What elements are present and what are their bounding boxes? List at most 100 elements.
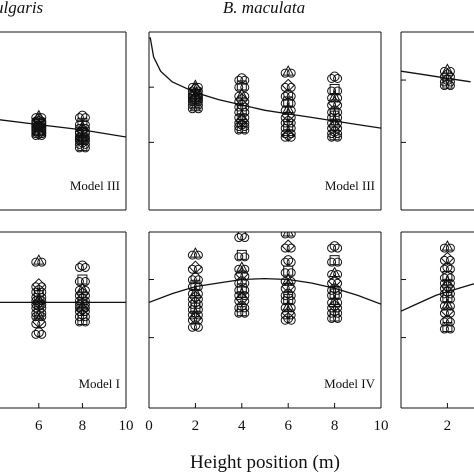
data-point [193, 275, 203, 285]
data-point [333, 269, 343, 279]
data-point [441, 298, 454, 309]
model-annotation: Model III [70, 178, 120, 193]
data-point [234, 102, 244, 112]
data-point [187, 310, 197, 320]
data-point [234, 252, 244, 262]
data-point [286, 68, 296, 78]
data-point [37, 319, 47, 329]
data-point [240, 303, 250, 313]
data-point [286, 268, 296, 278]
panel-top-center: Model III [148, 31, 382, 211]
data-point [193, 289, 203, 299]
data-point [187, 275, 197, 285]
data-point [187, 250, 197, 260]
data-point [327, 74, 337, 83]
data-point [37, 130, 47, 140]
data-point [445, 72, 455, 82]
data-point [327, 313, 337, 323]
data-point [445, 324, 455, 334]
data-point [234, 271, 244, 281]
data-point [80, 143, 90, 153]
data-point [439, 81, 449, 91]
data-point [445, 294, 455, 304]
data-point [327, 298, 337, 308]
data-point [282, 273, 295, 285]
panel-bottom-left: 6 8 10 Model I [0, 231, 134, 434]
data-point [74, 113, 84, 123]
data-point [328, 266, 341, 277]
data-point [280, 232, 290, 239]
data-point [189, 100, 202, 112]
data-point [193, 250, 203, 260]
data-point [80, 317, 90, 327]
data-point [193, 322, 203, 332]
x-tick-label: 8 [79, 418, 87, 434]
data-point [31, 329, 41, 339]
data-point [280, 68, 290, 78]
data-point [80, 262, 90, 272]
data-point [328, 90, 341, 101]
data-point [189, 247, 202, 258]
model-annotation: Model III [325, 178, 375, 193]
data-point [441, 240, 454, 251]
data-point [439, 72, 449, 82]
x-tick-label: 4 [238, 418, 246, 434]
data-point [240, 113, 250, 123]
data-point [282, 299, 295, 311]
data-point [333, 308, 343, 318]
data-point [193, 264, 203, 274]
data-point [193, 310, 203, 320]
data-point [327, 278, 337, 288]
data-point [280, 118, 290, 128]
data-point [280, 98, 290, 108]
data-point [327, 243, 337, 253]
data-point [445, 278, 455, 288]
data-point [286, 291, 296, 301]
data-point [445, 255, 455, 265]
data-point [286, 296, 296, 306]
data-point [240, 102, 250, 112]
species-label-center: B. maculata [223, 0, 305, 17]
data-point [234, 82, 244, 92]
data-point [234, 278, 244, 288]
data-point [439, 289, 449, 299]
data-point [234, 113, 244, 123]
data-point [234, 233, 244, 243]
data-point [234, 303, 244, 313]
data-point [37, 329, 47, 339]
data-point [333, 291, 343, 301]
data-point [327, 107, 337, 117]
data-point [234, 91, 244, 101]
fitted-curve [401, 70, 471, 83]
data-point [333, 132, 343, 142]
data-point [286, 310, 296, 320]
data-point [193, 315, 203, 325]
data-point [31, 287, 41, 297]
data-point [286, 118, 296, 128]
data-point [286, 132, 296, 142]
x-tick-label: 10 [374, 418, 389, 434]
data-point [327, 100, 337, 110]
data-point [333, 74, 343, 83]
data-point [193, 104, 203, 114]
data-point [280, 268, 290, 278]
data-point [234, 296, 244, 306]
x-tick-label: 6 [35, 418, 43, 434]
data-point [333, 107, 343, 117]
data-point [31, 303, 41, 313]
data-point [445, 289, 455, 299]
x-tick-label: 6 [284, 418, 292, 434]
data-point [439, 255, 449, 265]
data-point [439, 324, 449, 334]
data-point [74, 277, 84, 287]
data-point [286, 315, 296, 325]
data-point [187, 104, 197, 114]
data-point [286, 257, 296, 267]
data-point [240, 82, 250, 92]
data-point [187, 282, 197, 292]
data-point [439, 294, 449, 304]
data-point [327, 132, 337, 142]
data-point [31, 319, 41, 329]
data-point [240, 296, 250, 306]
data-point [327, 285, 337, 295]
